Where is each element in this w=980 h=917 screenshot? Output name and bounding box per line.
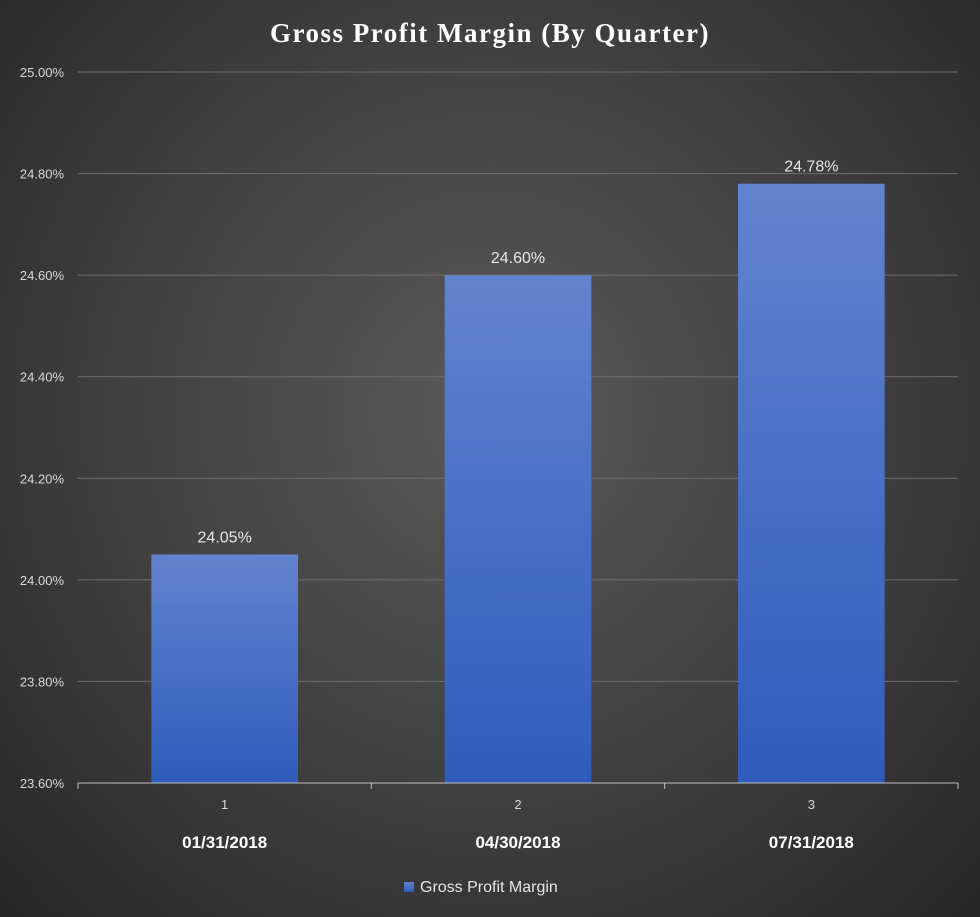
y-tick-label: 24.80% xyxy=(20,167,65,182)
data-label: 24.60% xyxy=(491,250,545,267)
bar xyxy=(151,554,298,783)
chart-title: Gross Profit Margin (By Quarter) xyxy=(270,18,710,48)
x-tick-label: 3 xyxy=(808,797,815,812)
bar xyxy=(444,275,592,783)
y-tick-label: 23.80% xyxy=(20,674,65,689)
x-axis: 1 01/31/2018 2 04/30/2018 3 07/31/2018 xyxy=(77,782,959,852)
y-tick-label: 25.00% xyxy=(20,65,65,80)
data-label: 24.05% xyxy=(198,529,252,546)
x-date-label: 01/31/2018 xyxy=(182,833,267,852)
legend-entry-gross-profit-margin: Gross Profit Margin xyxy=(420,879,558,896)
legend: Gross Profit Margin xyxy=(404,879,558,896)
x-date-label: 04/30/2018 xyxy=(475,833,560,852)
x-date-label: 07/31/2018 xyxy=(769,833,854,852)
y-tick-label: 24.60% xyxy=(20,268,65,283)
data-label: 24.78% xyxy=(784,159,838,176)
y-axis: 23.60% 23.80% 24.00% 24.20% 24.40% 24.60% 24.8… xyxy=(20,65,65,791)
x-tick-label: 1 xyxy=(221,797,228,812)
legend-swatch xyxy=(404,882,414,892)
y-tick-label: 24.20% xyxy=(20,471,65,486)
bars: 24.05% 24.60% 24.78% xyxy=(151,159,885,783)
y-tick-label: 24.40% xyxy=(20,370,65,385)
y-tick-label: 23.60% xyxy=(20,776,65,791)
y-tick-label: 24.00% xyxy=(20,573,65,588)
x-tick-label: 2 xyxy=(514,797,521,812)
bar xyxy=(738,183,885,783)
